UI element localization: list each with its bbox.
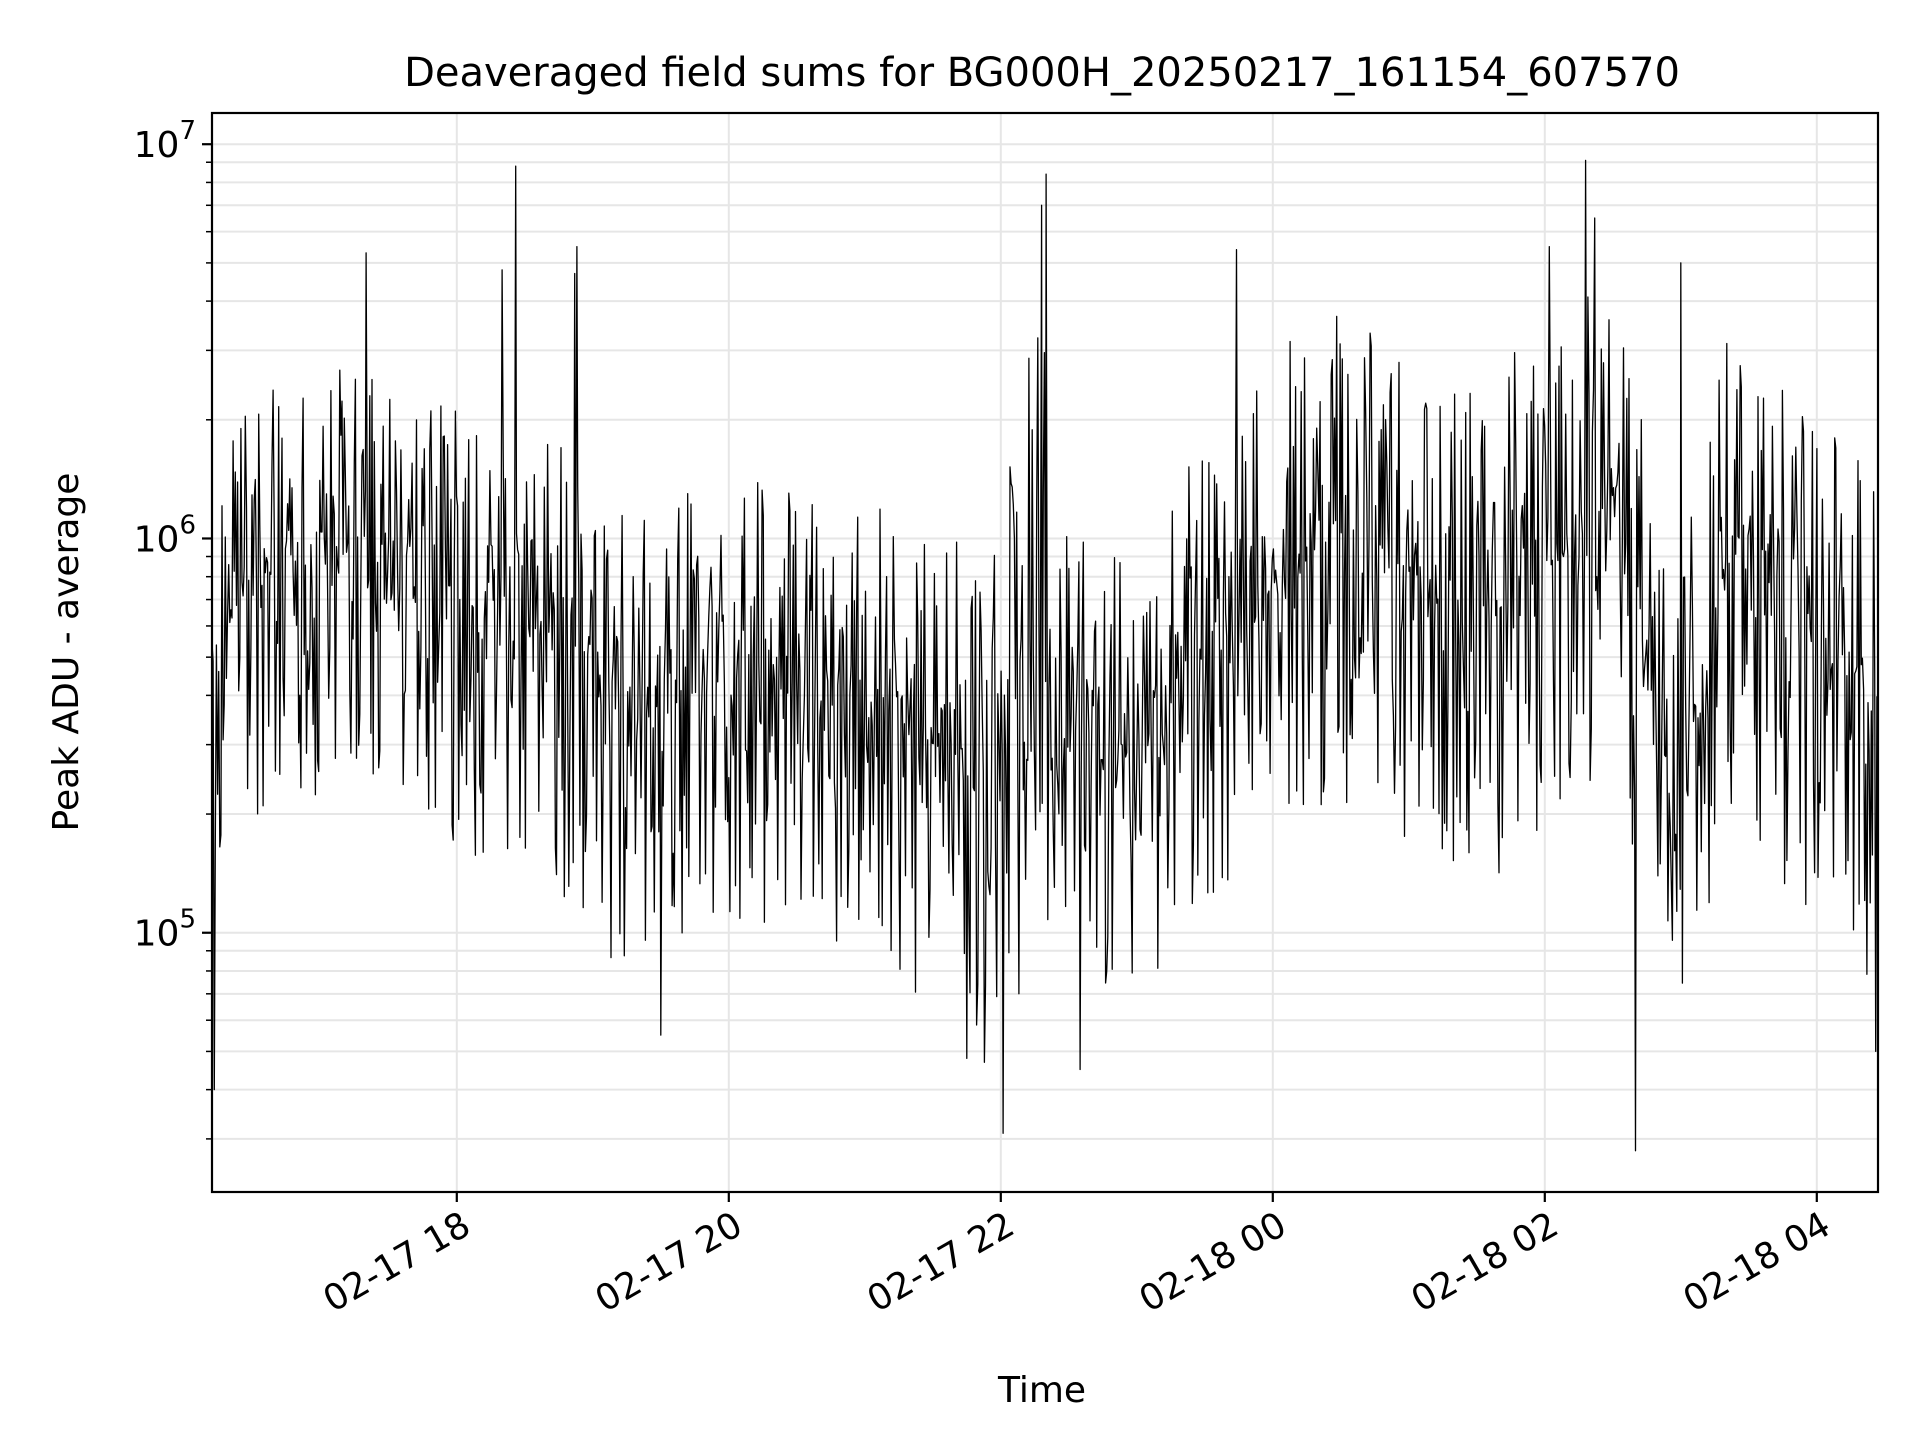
x-tick-label: 02-17 18 bbox=[317, 1204, 478, 1320]
x-tick-label: 02-17 22 bbox=[861, 1204, 1022, 1320]
x-tick-label: 02-18 04 bbox=[1677, 1204, 1838, 1320]
chart-title: Deaveraged field sums for BG000H_2025021… bbox=[404, 50, 1680, 96]
x-axis-label: Time bbox=[997, 1370, 1086, 1411]
y-tick-label: 106 bbox=[134, 510, 196, 560]
x-tick-label: 02-18 00 bbox=[1133, 1204, 1294, 1320]
axis-ticks: 105 106 107 02-17 18 02-17 20 02-17 22 02-18 0… bbox=[134, 116, 1838, 1321]
y-axis-label: Peak ADU - average bbox=[46, 473, 87, 832]
x-tick-label: 02-17 20 bbox=[589, 1204, 750, 1320]
plot-frame bbox=[210, 111, 1880, 1194]
x-tick-label: 02-18 02 bbox=[1405, 1204, 1566, 1320]
series-line bbox=[211, 159, 1879, 1152]
data-series bbox=[211, 159, 1879, 1152]
y-tick-label: 105 bbox=[134, 905, 196, 955]
y-tick-label: 107 bbox=[134, 116, 196, 166]
